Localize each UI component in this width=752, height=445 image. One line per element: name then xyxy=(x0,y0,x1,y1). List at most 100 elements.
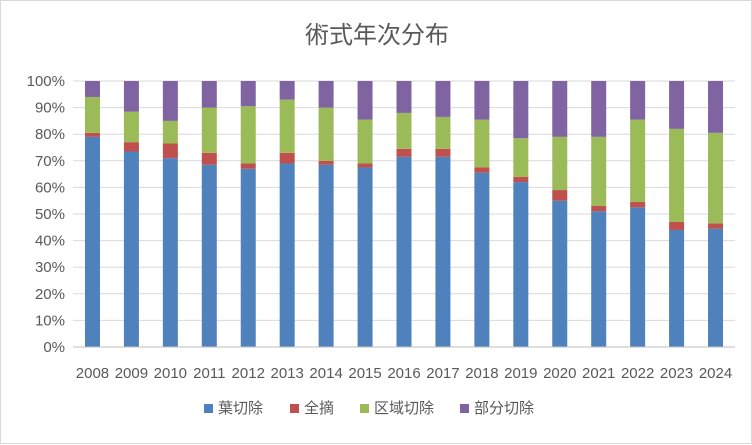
x-tick-label: 2013 xyxy=(270,365,303,382)
x-tick-label: 2010 xyxy=(154,365,187,382)
chart-title: 術式年次分布 xyxy=(305,21,449,49)
bar-segment xyxy=(201,164,217,347)
bar-segment xyxy=(162,143,178,159)
x-tick-label: 2020 xyxy=(543,365,576,382)
bar-segment xyxy=(630,207,646,347)
x-tick-label: 2024 xyxy=(699,365,732,382)
bar-segment xyxy=(669,229,685,347)
x-tick-label: 2017 xyxy=(426,365,459,382)
bar-segment xyxy=(123,151,139,347)
bar-segment xyxy=(513,182,529,347)
bar-segment xyxy=(396,112,412,149)
bar-segment xyxy=(630,202,646,208)
bar-segment xyxy=(240,81,256,107)
bar-segment xyxy=(708,81,724,133)
bar-segment xyxy=(591,81,607,137)
bar-segment xyxy=(630,81,646,120)
bar-segment xyxy=(162,81,178,121)
legend-marker xyxy=(460,404,469,413)
bar-segment xyxy=(84,136,100,347)
bar-segment xyxy=(708,228,724,347)
x-tick-label: 2014 xyxy=(309,365,342,382)
bar-segment xyxy=(513,176,529,183)
legend-marker xyxy=(290,404,299,413)
bar-segment xyxy=(84,81,100,97)
bar-segment xyxy=(240,168,256,347)
bar-segment xyxy=(123,142,139,152)
bar-segment xyxy=(708,223,724,229)
bar-segment xyxy=(552,190,568,201)
bar-segment xyxy=(123,81,139,112)
x-tick-label: 2023 xyxy=(660,365,693,382)
y-tick-label: 40% xyxy=(35,233,65,250)
bar-segment xyxy=(201,81,217,108)
bar-segment xyxy=(357,81,373,120)
bar-segment xyxy=(591,136,607,207)
bar-segment xyxy=(123,111,139,143)
bar-segment xyxy=(162,158,178,347)
bar-segment xyxy=(435,116,451,149)
bar-segment xyxy=(552,200,568,347)
bar-segment xyxy=(396,148,412,157)
legend-label: 全摘 xyxy=(304,399,334,417)
x-tick-label: 2016 xyxy=(387,365,420,382)
bar-segment xyxy=(84,96,100,133)
x-tick-label: 2018 xyxy=(465,365,498,382)
bar-segment xyxy=(240,106,256,164)
bar-segment xyxy=(552,136,568,191)
bar-segment xyxy=(318,164,334,347)
y-tick-label: 20% xyxy=(35,286,65,303)
bar-segment xyxy=(201,152,217,165)
bar-segment xyxy=(435,81,451,117)
bar-segment xyxy=(318,160,334,165)
x-tick-label: 2021 xyxy=(582,365,615,382)
bar-segment xyxy=(201,107,217,153)
bar-segment xyxy=(162,120,178,144)
bar-segment xyxy=(318,81,334,108)
y-tick-label: 100% xyxy=(27,73,65,90)
legend-label: 区域切除 xyxy=(374,399,434,417)
bar-segment xyxy=(474,119,490,168)
x-tick-label: 2009 xyxy=(115,365,148,382)
bar-segment xyxy=(591,211,607,347)
bar-segment xyxy=(669,128,685,222)
legend-marker xyxy=(204,404,213,413)
bar-segment xyxy=(357,119,373,164)
x-tick-label: 2008 xyxy=(76,365,109,382)
bar-segment xyxy=(318,107,334,161)
bar-segment xyxy=(279,152,295,164)
bar-segment xyxy=(669,221,685,230)
y-tick-label: 50% xyxy=(35,206,65,223)
bar-segment xyxy=(474,167,490,173)
bar-segment xyxy=(357,167,373,347)
bar-segment xyxy=(279,99,295,153)
bar-segment xyxy=(591,206,607,212)
y-tick-label: 10% xyxy=(35,312,65,329)
x-tick-label: 2022 xyxy=(621,365,654,382)
y-tick-label: 70% xyxy=(35,153,65,170)
x-tick-label: 2015 xyxy=(348,365,381,382)
legend-label: 葉切除 xyxy=(218,399,263,417)
bar-segment xyxy=(630,119,646,203)
x-tick-label: 2011 xyxy=(193,365,225,382)
bar-segment xyxy=(435,156,451,347)
y-tick-label: 80% xyxy=(35,126,65,143)
bar-segment xyxy=(396,156,412,347)
bar-segment xyxy=(84,132,100,137)
y-tick-label: 60% xyxy=(35,179,65,196)
bar-segment xyxy=(240,163,256,169)
y-tick-label: 0% xyxy=(43,339,65,356)
y-tick-label: 90% xyxy=(35,100,65,117)
bar-segment xyxy=(708,132,724,224)
legend-label: 部分切除 xyxy=(474,399,534,417)
bar-segment xyxy=(513,138,529,177)
legend-marker xyxy=(360,404,369,413)
x-tick-label: 2012 xyxy=(232,365,265,382)
bar-segment xyxy=(435,148,451,157)
bar-segment xyxy=(552,81,568,137)
bar-segment xyxy=(513,81,529,139)
y-tick-label: 30% xyxy=(35,259,65,276)
bar-segment xyxy=(474,172,490,347)
